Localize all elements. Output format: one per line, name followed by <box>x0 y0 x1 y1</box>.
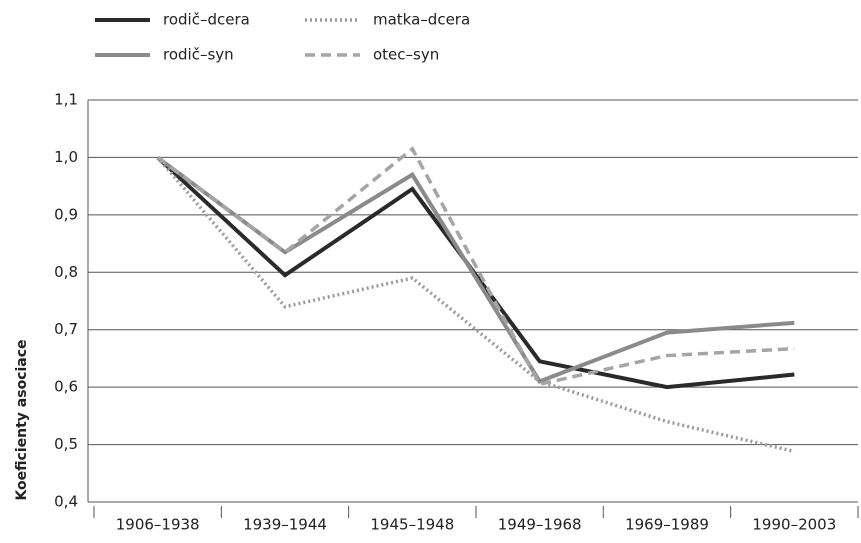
y-tick-label: 0,5 <box>54 435 78 453</box>
y-tick-label: 0,7 <box>54 320 78 338</box>
y-tick-label: 0,9 <box>54 205 78 223</box>
series-line <box>156 146 795 387</box>
series-line <box>156 155 795 384</box>
x-tick-label: 1945–1948 <box>370 516 454 534</box>
x-tick-label: 1906–1938 <box>116 516 200 534</box>
y-tick-label: 0,8 <box>54 263 78 281</box>
y-tick-label: 0,6 <box>54 378 78 396</box>
legend-label: otec–syn <box>373 46 439 64</box>
x-tick-label: 1969–1989 <box>625 516 709 534</box>
x-tick-label: 1939–1944 <box>243 516 327 534</box>
y-axis-label: Koeficienty asociace <box>14 339 30 500</box>
series-line <box>156 156 795 454</box>
y-tick-label: 1,1 <box>54 91 78 109</box>
x-tick-label: 1949–1968 <box>498 516 582 534</box>
legend-label: rodič–syn <box>163 46 234 64</box>
legend-label: rodič–dcera <box>163 11 250 29</box>
legend-label: matka–dcera <box>373 11 470 29</box>
y-tick-label: 1,0 <box>54 148 78 166</box>
y-tick-label: 0,4 <box>54 493 78 511</box>
x-tick-label: 1990–2003 <box>752 516 836 534</box>
